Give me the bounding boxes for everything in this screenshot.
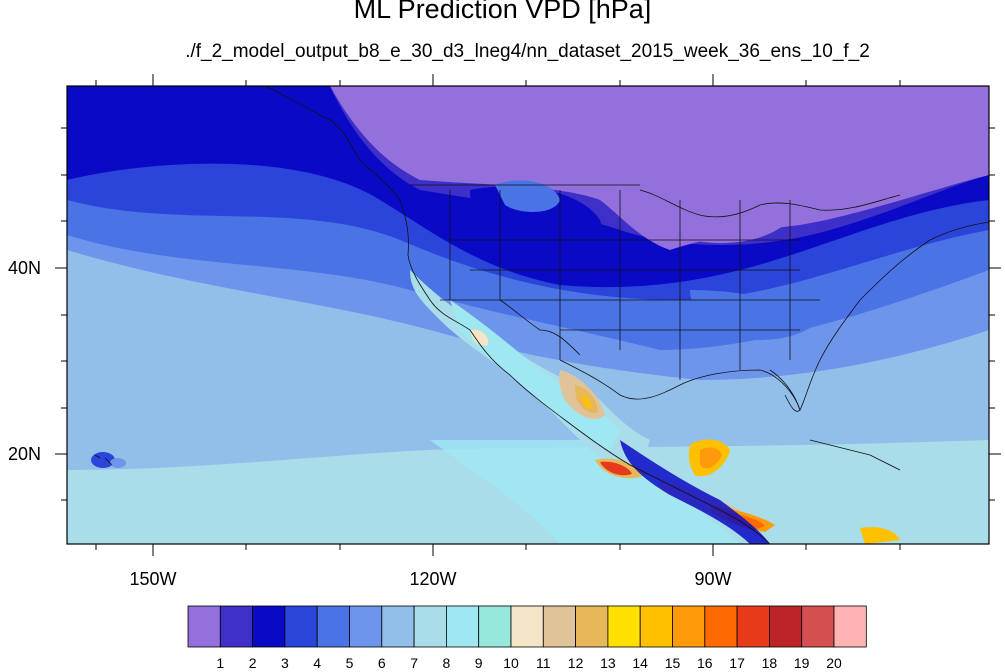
colorbar-swatch	[316, 605, 350, 648]
colorbar-swatch	[284, 605, 318, 648]
colorbar-swatch	[607, 605, 641, 648]
colorbar-tick-label: 14	[632, 655, 648, 671]
colorbar-tick-label: 2	[248, 655, 257, 671]
axis-ticks	[55, 74, 1001, 556]
colorbar-tick-label: 6	[377, 655, 386, 671]
colorbar-tick-label: 20	[826, 655, 842, 671]
colorbar-tick-label: 1	[216, 655, 225, 671]
colorbar-swatch	[575, 605, 609, 648]
map-title: ML Prediction VPD [hPa]	[353, 0, 652, 24]
colorbar-tick-label: 4	[313, 655, 322, 671]
colorbar-swatch	[219, 605, 254, 648]
colorbar-swatch	[252, 605, 286, 648]
lon-label-90w: 90W	[694, 569, 732, 589]
colorbar-tick-label: 19	[793, 655, 810, 671]
colorbar-tick-label: 17	[729, 655, 745, 671]
colorbar-tick-label: 16	[697, 655, 713, 671]
colorbar-tick-label: 7	[410, 655, 418, 671]
colorbar-swatch	[833, 605, 867, 648]
colorbar-swatch	[381, 605, 415, 648]
colorbar-swatch	[672, 605, 706, 648]
colorbar-tick-label: 5	[345, 655, 354, 671]
colorbar-swatch	[704, 605, 738, 648]
colorbar-swatch	[349, 605, 383, 648]
colorbar-tick-label: 12	[567, 655, 584, 671]
colorbar-swatch	[639, 605, 673, 648]
lat-label-20n: 20N	[8, 444, 42, 464]
colorbar-swatch	[478, 605, 512, 648]
colorbar-swatch	[413, 605, 447, 648]
colorbar-tick-label: 3	[280, 655, 289, 671]
coastlines	[94, 86, 989, 544]
colorbar-tick-label: 18	[761, 655, 778, 671]
colorbar	[187, 605, 867, 648]
colorbar-tick-label: 8	[442, 655, 451, 671]
lon-label-120w: 120W	[409, 569, 457, 589]
colorbar-tick-label: 11	[536, 655, 551, 671]
colorbar-swatch	[801, 605, 835, 648]
vpd-field	[67, 86, 989, 544]
map-subtitle: ./f_2_model_output_b8_e_30_d3_lneg4/nn_d…	[185, 41, 870, 62]
colorbar-tick-label: 9	[474, 655, 483, 671]
colorbar-swatch	[769, 605, 803, 648]
colorbar-swatch	[736, 605, 770, 648]
lat-label-40n: 40N	[8, 258, 42, 278]
colorbar-swatch	[510, 605, 544, 648]
colorbar-swatch	[542, 605, 576, 648]
colorbar-swatch	[445, 605, 480, 648]
colorbar-tick-label: 13	[600, 655, 616, 671]
colorbar-swatch	[187, 605, 221, 648]
lon-label-150w: 150W	[129, 569, 177, 589]
colorbar-tick-label: 15	[664, 655, 681, 671]
colorbar-tick-label: 10	[503, 655, 519, 671]
